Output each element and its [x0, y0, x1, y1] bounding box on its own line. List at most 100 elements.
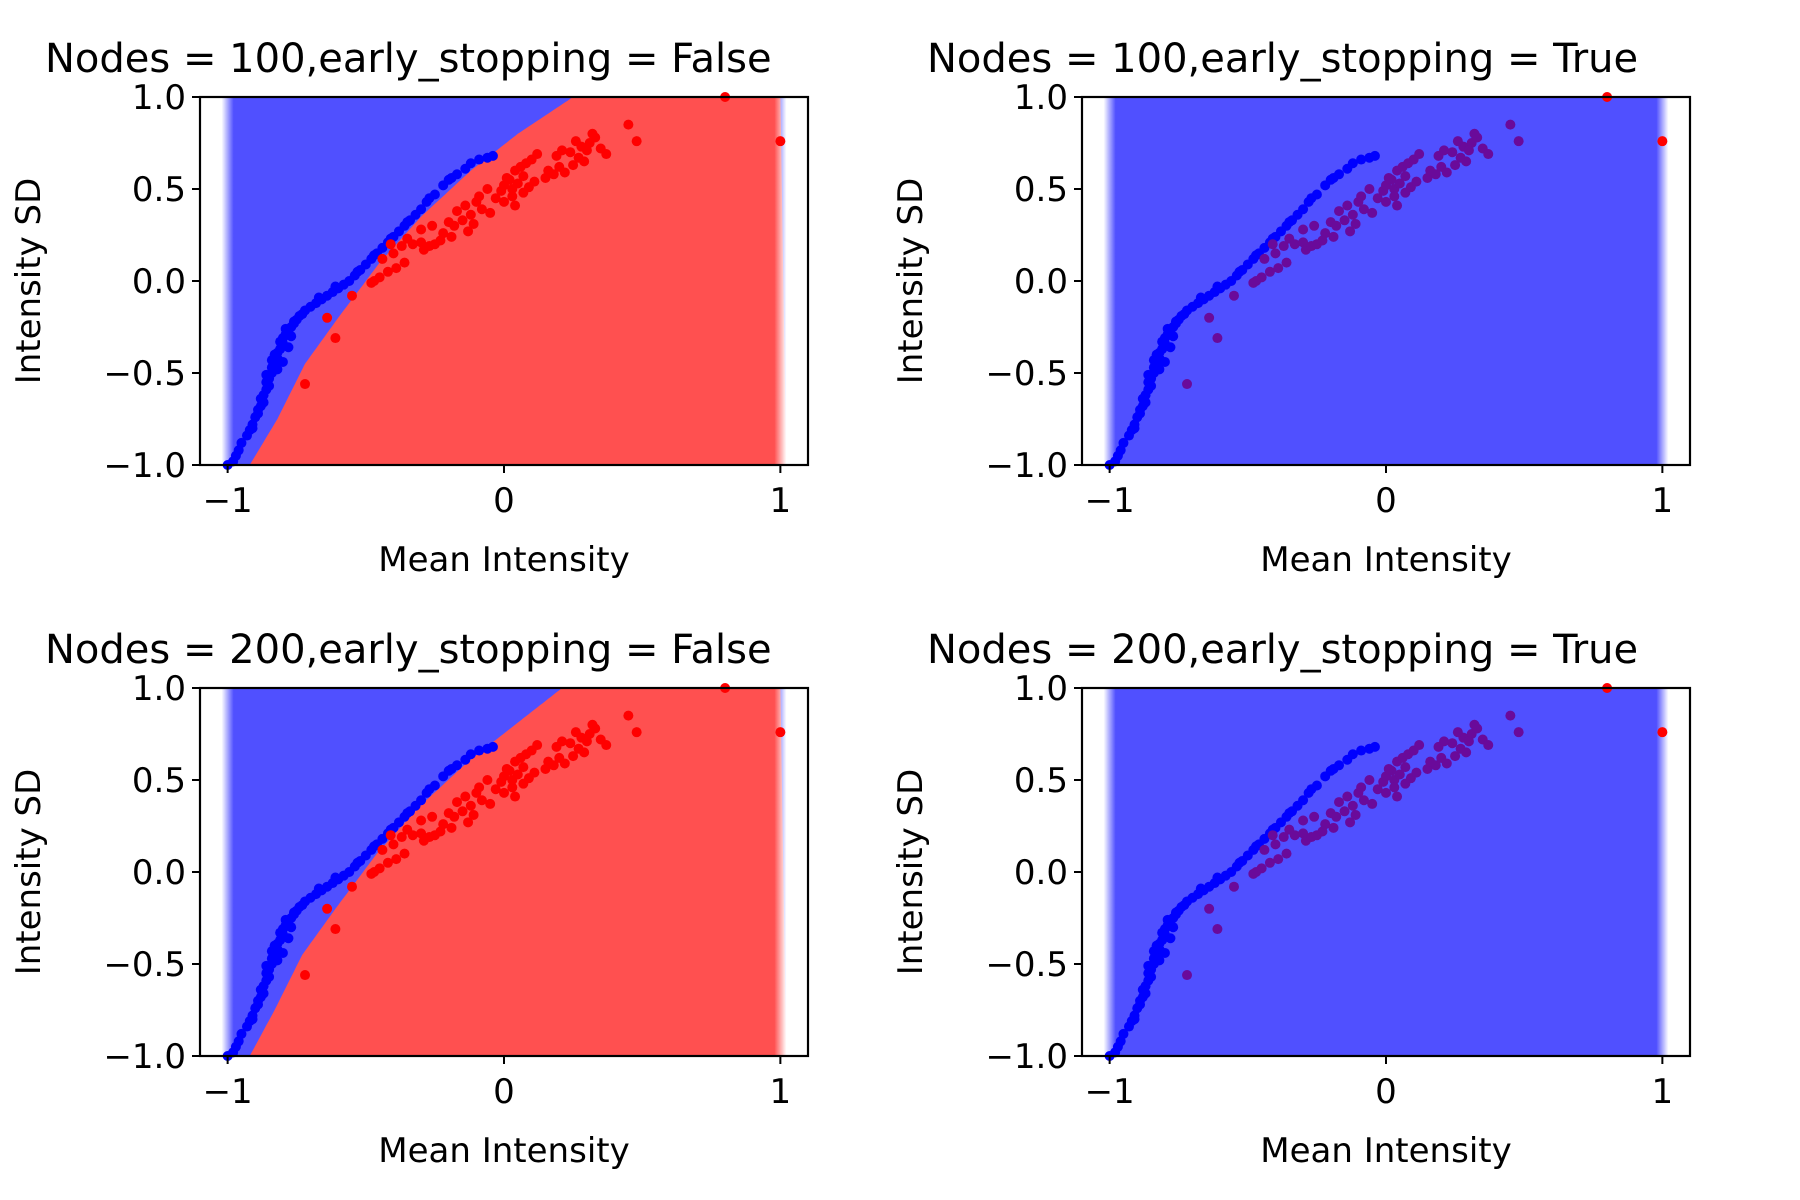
- scatter-points: [222, 683, 786, 1061]
- point-class-0: [416, 204, 427, 215]
- point-class-0: [1148, 946, 1159, 957]
- point-class-1: [1350, 809, 1361, 820]
- point-class-0: [1129, 423, 1140, 434]
- point-class-1: [581, 736, 592, 747]
- point-class-1: [1372, 193, 1383, 204]
- point-class-0: [1154, 955, 1165, 966]
- point-class-1: [1461, 747, 1472, 758]
- point-class-1: [1309, 811, 1320, 822]
- point-class-1: [1364, 184, 1375, 194]
- x-tick-label: 0: [493, 1072, 515, 1112]
- x-axis-label: Mean Intensity: [1260, 1131, 1511, 1171]
- point-class-0: [1347, 158, 1358, 169]
- point-class-0: [1284, 808, 1295, 819]
- point-class-1: [452, 206, 463, 217]
- point-class-0: [1179, 309, 1190, 320]
- point-class-0: [352, 266, 363, 277]
- point-class-1: [1381, 787, 1391, 798]
- point-class-1: [427, 811, 438, 822]
- point-class-1: [1356, 191, 1367, 202]
- point-class-1: [1256, 863, 1267, 874]
- point-class-0: [1195, 883, 1206, 894]
- point-class-0: [1212, 281, 1223, 292]
- point-class-1: [507, 782, 518, 793]
- point-class-0: [369, 841, 380, 852]
- y-tick-label: 0.5: [132, 761, 186, 801]
- y-tick-label: 1.0: [1014, 78, 1068, 118]
- panel-title: Nodes = 200,early_stopping = True: [927, 627, 1638, 673]
- point-class-1: [510, 791, 521, 802]
- point-class-1: [449, 811, 460, 822]
- point-class-1: [300, 970, 311, 981]
- point-class-1: [1264, 266, 1275, 277]
- point-class-1: [1331, 220, 1342, 231]
- point-class-1: [1400, 171, 1411, 182]
- point-class-0: [465, 749, 476, 760]
- point-class-1: [1212, 924, 1223, 935]
- point-class-1: [476, 204, 487, 215]
- point-class-1: [1513, 727, 1524, 738]
- point-class-0: [275, 927, 286, 938]
- point-class-1: [587, 128, 598, 139]
- point-class-1: [457, 215, 468, 226]
- point-class-1: [1394, 178, 1405, 189]
- point-class-1: [438, 819, 449, 830]
- point-class-1: [1328, 231, 1339, 242]
- point-class-1: [407, 239, 418, 250]
- point-class-1: [559, 167, 570, 178]
- point-class-1: [391, 854, 402, 865]
- point-class-0: [1306, 784, 1317, 795]
- point-class-1: [1342, 200, 1353, 211]
- point-class-1: [485, 798, 496, 809]
- point-class-1: [330, 924, 341, 935]
- point-class-1: [581, 145, 592, 156]
- x-axis-label: Mean Intensity: [378, 540, 629, 580]
- point-class-0: [277, 947, 288, 958]
- point-class-1: [407, 830, 418, 841]
- panel-title: Nodes = 100,early_stopping = False: [45, 36, 772, 82]
- y-tick-label: 0.5: [132, 170, 186, 210]
- point-class-0: [1118, 1028, 1129, 1039]
- point-class-0: [416, 795, 427, 806]
- point-class-1: [1358, 795, 1369, 806]
- point-class-1: [1267, 239, 1278, 250]
- point-class-1: [1452, 136, 1463, 147]
- point-class-1: [507, 191, 518, 202]
- point-class-1: [499, 787, 509, 798]
- x-tick-label: 0: [1375, 1072, 1397, 1112]
- point-class-0: [236, 1028, 247, 1039]
- point-class-0: [1284, 217, 1295, 228]
- point-class-0: [1234, 857, 1245, 868]
- point-class-0: [272, 364, 283, 375]
- point-class-0: [247, 1014, 258, 1025]
- point-class-1: [1320, 819, 1331, 830]
- point-class-1: [322, 312, 333, 323]
- point-class-1: [1289, 239, 1300, 250]
- x-tick-label: 1: [1652, 1072, 1674, 1112]
- point-class-1: [374, 863, 385, 874]
- point-class-1: [1367, 798, 1378, 809]
- x-tick-label: 1: [1652, 481, 1674, 521]
- point-class-0: [1356, 154, 1367, 165]
- point-class-1: [1345, 226, 1356, 237]
- point-class-0: [330, 872, 341, 883]
- point-class-1: [529, 767, 540, 778]
- point-class-1: [1383, 763, 1394, 774]
- point-class-1: [579, 156, 590, 167]
- point-class-1: [518, 762, 529, 773]
- point-class-0: [474, 745, 485, 756]
- point-class-1: [1392, 791, 1403, 802]
- point-class-0: [1157, 927, 1168, 938]
- point-class-1: [1483, 149, 1494, 160]
- point-class-1: [518, 171, 529, 182]
- point-class-1: [1347, 800, 1358, 811]
- point-class-0: [1146, 971, 1157, 982]
- y-tick-label: 0.0: [132, 262, 186, 302]
- point-class-1: [570, 727, 581, 738]
- point-class-0: [1306, 193, 1317, 204]
- point-class-1: [1331, 811, 1342, 822]
- point-class-0: [283, 933, 294, 944]
- point-class-0: [1195, 292, 1206, 303]
- point-class-1: [570, 136, 581, 147]
- point-class-1: [474, 782, 485, 793]
